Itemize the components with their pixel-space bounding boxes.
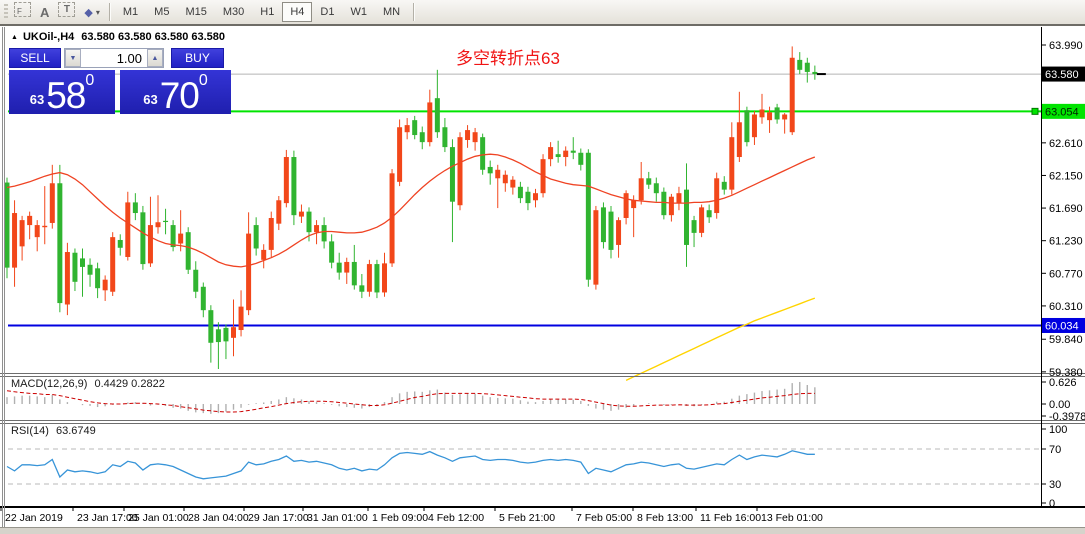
- svg-text:30: 30: [1049, 479, 1061, 491]
- svg-text:60.034: 60.034: [1045, 320, 1079, 332]
- svg-text:63.054: 63.054: [1045, 106, 1079, 118]
- timeframe-h4-button[interactable]: H4: [282, 2, 313, 22]
- volume-input[interactable]: [81, 49, 147, 67]
- svg-text:29 Jan 17:00: 29 Jan 17:00: [248, 512, 309, 524]
- quote-values: 63.580 63.580 63.580 63.580: [81, 31, 226, 43]
- macd-indicator-label: MACD(12,26,9) 0.4429 0.2822: [11, 378, 165, 390]
- svg-text:23 Jan 17:00: 23 Jan 17:00: [77, 512, 138, 524]
- svg-text:31 Jan 01:00: 31 Jan 01:00: [307, 512, 368, 524]
- toolbar-separator: [413, 3, 415, 21]
- rsi-pane: [6, 448, 1041, 485]
- svg-text:63.580: 63.580: [1045, 69, 1079, 81]
- svg-text:7 Feb 05:00: 7 Feb 05:00: [576, 512, 632, 524]
- svg-text:60.770: 60.770: [1049, 268, 1083, 280]
- volume-increase-button[interactable]: ▲: [147, 49, 163, 67]
- one-click-trade-panel: SELL ▼ ▲ BUY 63 58 0 63 70 0: [9, 48, 231, 114]
- svg-text:1 Feb 09:00: 1 Feb 09:00: [372, 512, 428, 524]
- quote-header: ▲ UKOil-,H4 63.580 63.580 63.580 63.580: [11, 31, 225, 43]
- ma-fast-line: [6, 153, 816, 268]
- sell-button[interactable]: SELL: [9, 48, 61, 68]
- svg-text:28 Jan 04:00: 28 Jan 04:00: [188, 512, 249, 524]
- timeframe-m1-button[interactable]: M1: [122, 6, 139, 18]
- chevron-down-icon[interactable]: ▾: [95, 7, 100, 17]
- timeframe-w1-button[interactable]: W1: [350, 6, 367, 18]
- macd-pane: [6, 381, 816, 414]
- symbol-title: UKOil-,H4: [22, 31, 75, 43]
- svg-text:61.230: 61.230: [1049, 236, 1083, 248]
- svg-text:-0.3978: -0.3978: [1049, 411, 1085, 423]
- sell-big-figure: 63: [29, 92, 45, 107]
- toolbar-objects-button[interactable]: ◆: [84, 6, 93, 19]
- price-axis: 63.990 62.610 62.150 61.690 61.230 60.770 60.3…: [1041, 40, 1085, 379]
- pane-borders: [0, 27, 1085, 527]
- sell-pips: 58: [46, 75, 86, 117]
- toolbar-tools: F A T ◆: [12, 2, 95, 22]
- candlesticks: [4, 46, 818, 370]
- svg-text:61.690: 61.690: [1049, 203, 1083, 215]
- rsi-value: 63.6749: [55, 425, 96, 437]
- last-close-marker: [816, 73, 826, 76]
- toolbar-grip[interactable]: [4, 4, 8, 20]
- rsi-indicator-label: RSI(14) 63.6749: [11, 425, 96, 437]
- timeframe-d1-button[interactable]: D1: [320, 6, 335, 18]
- svg-text:62.150: 62.150: [1049, 170, 1083, 182]
- svg-text:59.380: 59.380: [1049, 367, 1083, 379]
- svg-text:8 Feb 13:00: 8 Feb 13:00: [637, 512, 693, 524]
- svg-text:0.00: 0.00: [1049, 399, 1070, 411]
- svg-text:0.626: 0.626: [1049, 377, 1077, 389]
- svg-text:22 Jan 2019: 22 Jan 2019: [5, 512, 63, 524]
- toolbar-text-label-button[interactable]: A: [40, 4, 50, 20]
- svg-text:63.990: 63.990: [1049, 40, 1083, 52]
- timeframe-m5-button[interactable]: M5: [154, 6, 170, 18]
- toolbar-text-box-button[interactable]: T: [58, 2, 76, 17]
- buy-big-figure: 63: [143, 92, 158, 107]
- svg-text:60.310: 60.310: [1049, 301, 1083, 313]
- buy-point: 0: [198, 72, 208, 89]
- volume-decrease-button[interactable]: ▼: [65, 49, 81, 67]
- svg-text:11 Feb 16:00: 11 Feb 16:00: [700, 512, 761, 524]
- macd-name: MACD(12,26,9): [11, 378, 88, 390]
- green-line-handle: [1031, 107, 1039, 115]
- timeframe-buttons: M1 M5 M15 M30 H1 H4 D1 W1 MN: [115, 2, 408, 22]
- macd-values: 0.4429 0.2822: [94, 378, 165, 390]
- svg-text:4 Feb 12:00: 4 Feb 12:00: [428, 512, 484, 524]
- svg-text:5 Feb 21:00: 5 Feb 21:00: [499, 512, 555, 524]
- timeframe-m30-button[interactable]: M30: [222, 6, 245, 18]
- svg-text:100: 100: [1049, 424, 1067, 436]
- timeframe-mn-button[interactable]: MN: [382, 6, 401, 18]
- toolbar-separator: [108, 3, 110, 21]
- toolbar: F A T ◆ ▾ M1 M5 M15 M30 H1 H4 D1 W1 MN: [0, 0, 1085, 26]
- collapse-icon[interactable]: ▲: [11, 33, 18, 41]
- buy-pips: 70: [159, 75, 200, 117]
- svg-text:0: 0: [1049, 498, 1055, 510]
- buy-price-panel[interactable]: 63 70 0: [120, 70, 231, 114]
- timeframe-h1-button[interactable]: H1: [260, 6, 275, 18]
- sell-point: 0: [85, 72, 95, 89]
- svg-text:62.610: 62.610: [1049, 138, 1083, 150]
- sell-price-panel[interactable]: 63 58 0: [9, 70, 115, 114]
- chart-text-annotation: 多空转折点63: [456, 49, 560, 68]
- ma-slow-line: [625, 297, 816, 382]
- svg-text:25 Jan 01:00: 25 Jan 01:00: [128, 512, 189, 524]
- svg-text:13 Feb 01:00: 13 Feb 01:00: [761, 512, 823, 524]
- toolbar-snap-f-button[interactable]: F: [14, 2, 31, 17]
- buy-button[interactable]: BUY: [171, 48, 224, 68]
- svg-text:70: 70: [1049, 444, 1061, 456]
- svg-text:59.840: 59.840: [1049, 334, 1083, 346]
- window-bottom-strip: [0, 527, 1085, 534]
- rsi-name: RSI(14): [11, 425, 49, 437]
- timeframe-m15-button[interactable]: M15: [185, 6, 207, 18]
